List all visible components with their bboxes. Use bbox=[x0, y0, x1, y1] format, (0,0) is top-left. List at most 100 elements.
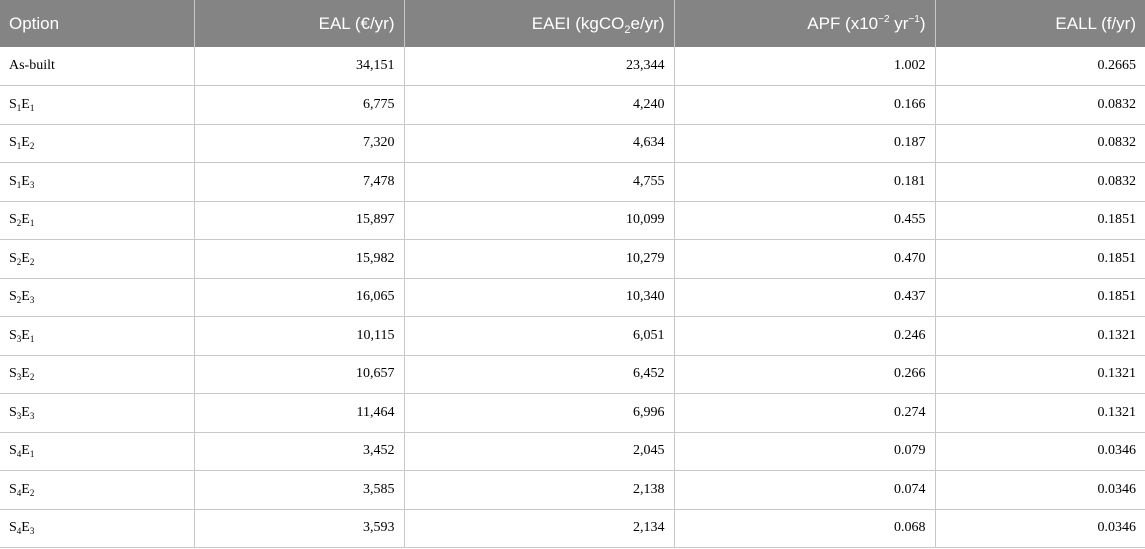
header-eaei-text: EAEI (kgCO bbox=[531, 13, 625, 33]
table-row: S2E2 15,982 10,279 0.470 0.1851 bbox=[0, 239, 1145, 279]
table-row: S3E2 10,657 6,452 0.266 0.1321 bbox=[0, 355, 1145, 394]
eal-cell: 3,452 bbox=[194, 432, 405, 471]
option-cell: S2E3 bbox=[0, 278, 195, 317]
option-e-index: 1 bbox=[29, 333, 35, 344]
table-row: S4E1 3,452 2,045 0.079 0.0346 bbox=[0, 432, 1145, 471]
option-e-letter: E bbox=[21, 96, 30, 112]
option-e-index: 1 bbox=[29, 218, 35, 229]
header-apf: APF (x10−2 yr−1) bbox=[674, 0, 936, 47]
eaei-cell: 10,279 bbox=[404, 239, 675, 279]
option-s-index: 1 bbox=[16, 102, 22, 113]
option-e-index: 3 bbox=[29, 526, 35, 537]
option-e-letter: E bbox=[21, 212, 30, 228]
eal-cell: 11,464 bbox=[194, 393, 405, 433]
apf-cell: 1.002 bbox=[674, 47, 936, 86]
option-e-index: 3 bbox=[29, 179, 35, 190]
header-eaei-subscript: 2 bbox=[624, 23, 631, 36]
option-e-letter: E bbox=[21, 443, 30, 459]
option-s-index: 4 bbox=[16, 487, 22, 498]
option-s-index: 3 bbox=[16, 372, 22, 383]
option-s-letter: S bbox=[9, 366, 17, 382]
option-e-index: 1 bbox=[29, 449, 35, 460]
eaei-cell: 4,240 bbox=[404, 85, 675, 125]
option-s-letter: S bbox=[9, 173, 17, 189]
option-s-index: 3 bbox=[16, 410, 22, 421]
eal-cell: 15,982 bbox=[194, 239, 405, 279]
option-cell: S3E3 bbox=[0, 393, 195, 433]
apf-cell: 0.437 bbox=[674, 278, 936, 317]
eaei-cell: 4,634 bbox=[404, 124, 675, 163]
eall-cell: 0.1851 bbox=[935, 239, 1145, 279]
option-e-index: 2 bbox=[29, 256, 35, 267]
option-cell: S1E2 bbox=[0, 124, 195, 163]
header-apf-exponent: −2 bbox=[878, 13, 890, 25]
option-s-letter: S bbox=[9, 404, 17, 420]
eall-cell: 0.0346 bbox=[935, 432, 1145, 471]
apf-cell: 0.246 bbox=[674, 316, 936, 356]
option-s-index: 2 bbox=[16, 295, 22, 306]
table-row: S3E1 10,115 6,051 0.246 0.1321 bbox=[0, 316, 1145, 356]
option-e-index: 1 bbox=[29, 102, 35, 113]
eaei-cell: 10,340 bbox=[404, 278, 675, 317]
table-row: S2E3 16,065 10,340 0.437 0.1851 bbox=[0, 278, 1145, 317]
option-s-index: 2 bbox=[16, 256, 22, 267]
option-cell: As-built bbox=[0, 47, 195, 86]
option-e-letter: E bbox=[21, 135, 30, 151]
option-s-letter: S bbox=[9, 443, 17, 459]
header-eaei-unit: e/yr) bbox=[630, 13, 665, 33]
option-s-letter: S bbox=[9, 289, 17, 305]
option-s-letter: S bbox=[9, 520, 17, 536]
header-apf-unit: yr bbox=[889, 13, 909, 33]
option-cell: S3E1 bbox=[0, 316, 195, 356]
option-e-index: 2 bbox=[29, 372, 35, 383]
eall-cell: 0.0832 bbox=[935, 124, 1145, 163]
apf-cell: 0.266 bbox=[674, 355, 936, 394]
eal-cell: 10,657 bbox=[194, 355, 405, 394]
apf-cell: 0.166 bbox=[674, 85, 936, 125]
option-s-letter: S bbox=[9, 327, 17, 343]
eal-cell: 6,775 bbox=[194, 85, 405, 125]
option-cell: S4E1 bbox=[0, 432, 195, 471]
eal-cell: 3,593 bbox=[194, 509, 405, 548]
table-row: S4E2 3,585 2,138 0.074 0.0346 bbox=[0, 470, 1145, 510]
eall-cell: 0.1851 bbox=[935, 278, 1145, 317]
option-e-letter: E bbox=[21, 366, 30, 382]
option-s-index: 3 bbox=[16, 333, 22, 344]
option-e-letter: E bbox=[21, 520, 30, 536]
apf-cell: 0.074 bbox=[674, 470, 936, 510]
eaei-cell: 4,755 bbox=[404, 162, 675, 202]
option-cell: S1E3 bbox=[0, 162, 195, 202]
option-cell: S2E1 bbox=[0, 201, 195, 240]
eaei-cell: 6,051 bbox=[404, 316, 675, 356]
option-e-index: 3 bbox=[29, 410, 35, 421]
header-option: Option bbox=[0, 0, 195, 47]
eall-cell: 0.0346 bbox=[935, 509, 1145, 548]
option-label: As-built bbox=[9, 58, 55, 73]
option-e-index: 3 bbox=[29, 295, 35, 306]
apf-cell: 0.079 bbox=[674, 432, 936, 471]
eal-cell: 16,065 bbox=[194, 278, 405, 317]
header-eal: EAL (€/yr) bbox=[194, 0, 405, 47]
option-e-letter: E bbox=[21, 250, 30, 266]
eaei-cell: 10,099 bbox=[404, 201, 675, 240]
eaei-cell: 2,045 bbox=[404, 432, 675, 471]
header-eaei: EAEI (kgCO2e/yr) bbox=[404, 0, 675, 47]
eall-cell: 0.1321 bbox=[935, 316, 1145, 356]
table-row: S2E1 15,897 10,099 0.455 0.1851 bbox=[0, 201, 1145, 240]
eal-cell: 34,151 bbox=[194, 47, 405, 86]
table-row: S1E2 7,320 4,634 0.187 0.0832 bbox=[0, 124, 1145, 163]
apf-cell: 0.181 bbox=[674, 162, 936, 202]
header-apf-text: APF (x10 bbox=[807, 13, 879, 33]
eal-cell: 7,320 bbox=[194, 124, 405, 163]
option-s-index: 4 bbox=[16, 526, 22, 537]
eall-cell: 0.1321 bbox=[935, 393, 1145, 433]
option-s-index: 1 bbox=[16, 179, 22, 190]
header-apf-unit-exponent: −1 bbox=[908, 13, 920, 25]
header-eall: EALL (f/yr) bbox=[935, 0, 1145, 47]
table-row: S1E1 6,775 4,240 0.166 0.0832 bbox=[0, 85, 1145, 125]
eall-cell: 0.0832 bbox=[935, 85, 1145, 125]
eall-cell: 0.0346 bbox=[935, 470, 1145, 510]
option-s-index: 2 bbox=[16, 218, 22, 229]
option-s-letter: S bbox=[9, 250, 17, 266]
table-row: S4E3 3,593 2,134 0.068 0.0346 bbox=[0, 509, 1145, 548]
